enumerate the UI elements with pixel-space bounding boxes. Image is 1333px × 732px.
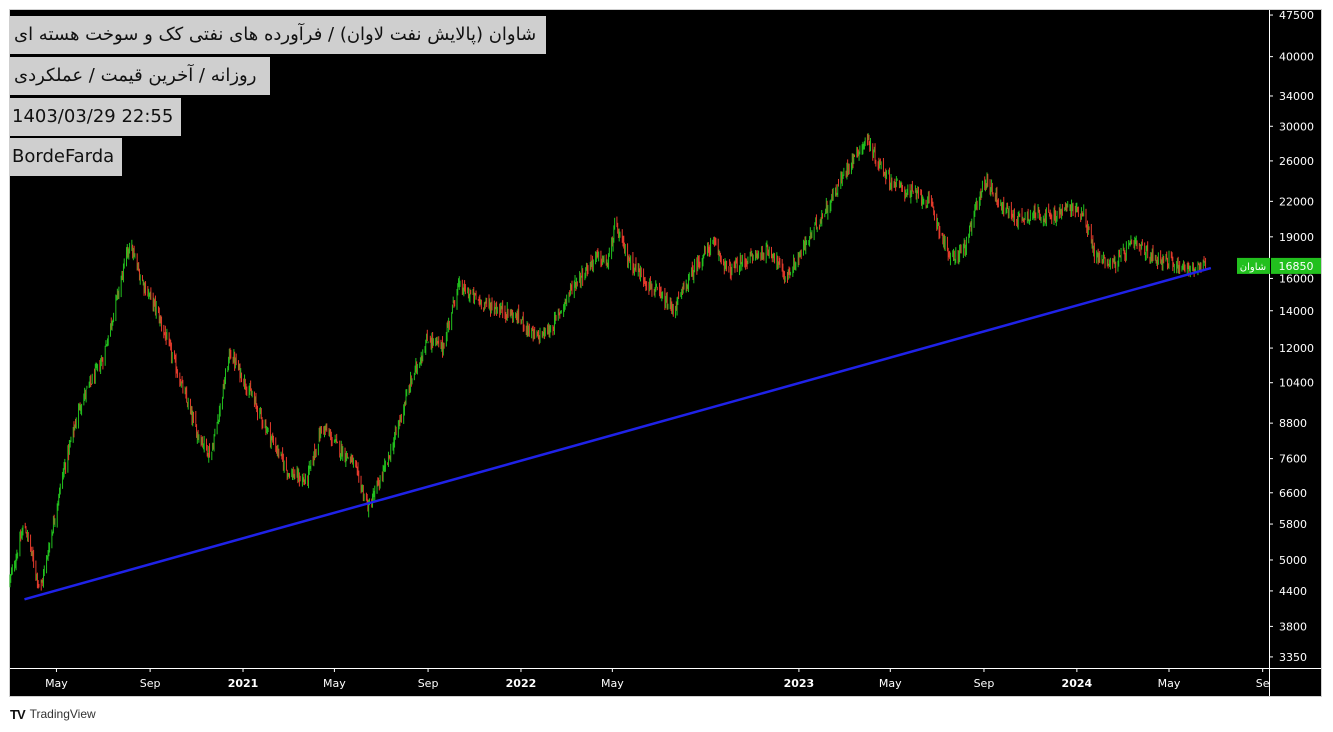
tradingview-logo[interactable]: TV TradingView [10, 705, 96, 723]
chart-pane[interactable] [10, 10, 1269, 668]
price-axis[interactable] [1269, 10, 1321, 668]
axis-corner [1269, 668, 1321, 696]
time-axis[interactable] [10, 668, 1269, 696]
tradingview-logo-icon: TV [10, 706, 26, 722]
tradingview-logo-text: TradingView [29, 707, 96, 721]
info-title: شاوان (پالایش نفت لاوان) / فرآورده های ن… [10, 16, 547, 54]
info-subtitle: روزانه / آخرین قیمت / عملکردی [10, 57, 271, 95]
info-datetime: 1403/03/29 22:55 [10, 98, 182, 136]
info-brand: BordeFarda [10, 138, 123, 176]
